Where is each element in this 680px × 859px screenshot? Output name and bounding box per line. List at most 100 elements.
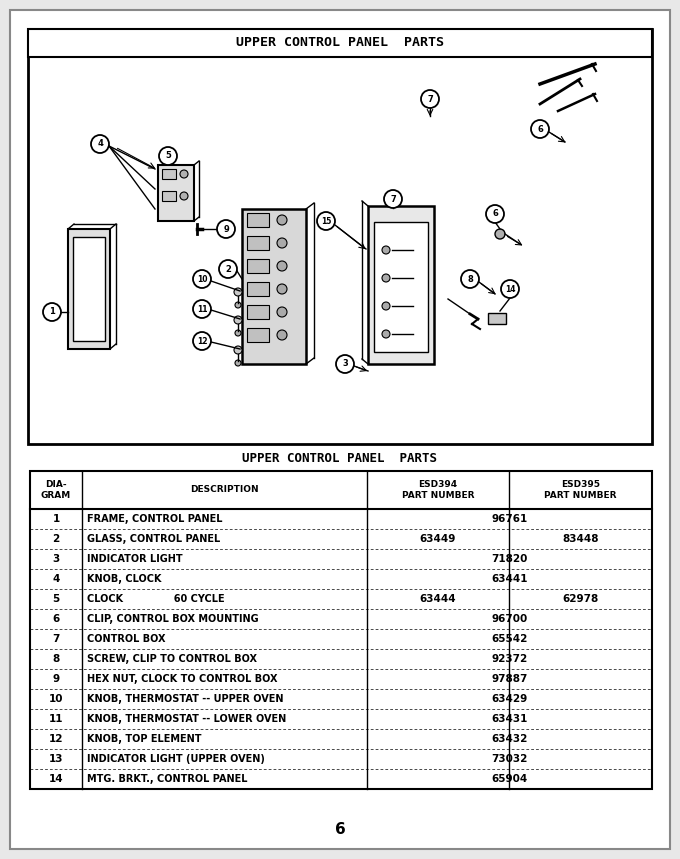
Circle shape (193, 332, 211, 350)
Circle shape (277, 261, 287, 271)
Text: 8: 8 (467, 275, 473, 283)
Text: DIA-
GRAM: DIA- GRAM (41, 480, 71, 500)
Text: 3: 3 (342, 360, 348, 369)
Circle shape (495, 229, 505, 239)
Text: 96700: 96700 (492, 614, 528, 624)
Text: KNOB, CLOCK: KNOB, CLOCK (87, 574, 162, 584)
Text: 65904: 65904 (492, 774, 528, 784)
Text: 63441: 63441 (491, 574, 528, 584)
Circle shape (235, 302, 241, 308)
Bar (162, 191, 176, 201)
Circle shape (277, 284, 287, 294)
Text: 63432: 63432 (492, 734, 528, 744)
Circle shape (277, 330, 287, 340)
Circle shape (91, 135, 109, 153)
Bar (242, 209, 306, 364)
Bar (247, 328, 269, 342)
Text: 3: 3 (52, 554, 60, 564)
Text: 5: 5 (165, 151, 171, 161)
Circle shape (234, 288, 242, 296)
Text: 10: 10 (49, 694, 63, 704)
Circle shape (277, 307, 287, 317)
Circle shape (159, 147, 177, 165)
Text: 14: 14 (505, 284, 515, 294)
Text: KNOB, TOP ELEMENT: KNOB, TOP ELEMENT (87, 734, 201, 744)
Text: 12: 12 (197, 337, 207, 345)
Text: 6: 6 (537, 125, 543, 133)
Circle shape (382, 330, 390, 338)
Circle shape (382, 302, 390, 310)
Text: 63444: 63444 (420, 594, 456, 604)
Text: KNOB, THERMOSTAT -- UPPER OVEN: KNOB, THERMOSTAT -- UPPER OVEN (87, 694, 284, 704)
Circle shape (317, 212, 335, 230)
Text: INDICATOR LIGHT (UPPER OVEN): INDICATOR LIGHT (UPPER OVEN) (87, 754, 265, 764)
Circle shape (531, 120, 549, 138)
Circle shape (382, 246, 390, 254)
Text: 62978: 62978 (562, 594, 598, 604)
Bar (374, 222, 428, 352)
Circle shape (234, 346, 242, 354)
Text: UPPER CONTROL PANEL  PARTS: UPPER CONTROL PANEL PARTS (243, 453, 437, 466)
Circle shape (461, 270, 479, 288)
Text: 6: 6 (52, 614, 60, 624)
Text: 83448: 83448 (562, 534, 599, 544)
Circle shape (336, 355, 354, 373)
Bar (28, 29, 652, 444)
Bar (73, 237, 105, 341)
Text: 4: 4 (97, 139, 103, 149)
Text: ESD394
PART NUMBER: ESD394 PART NUMBER (402, 480, 474, 500)
Text: 7: 7 (390, 194, 396, 204)
Bar (247, 213, 269, 227)
Circle shape (277, 238, 287, 248)
Text: UPPER CONTROL PANEL  PARTS: UPPER CONTROL PANEL PARTS (236, 36, 444, 50)
Text: 6: 6 (335, 821, 345, 837)
Text: FRAME, CONTROL PANEL: FRAME, CONTROL PANEL (87, 514, 222, 524)
Text: 73032: 73032 (492, 754, 528, 764)
Circle shape (180, 192, 188, 200)
Text: 7: 7 (427, 94, 433, 103)
Bar (162, 169, 176, 179)
Circle shape (219, 260, 237, 278)
Text: 1: 1 (52, 514, 60, 524)
Bar (28, 29, 652, 57)
Text: 1: 1 (49, 308, 55, 316)
Circle shape (277, 215, 287, 225)
Bar (158, 165, 194, 221)
Circle shape (180, 170, 188, 178)
Circle shape (382, 274, 390, 282)
Bar (30, 471, 652, 789)
Bar (247, 282, 269, 296)
Text: 65542: 65542 (492, 634, 528, 644)
Text: 11: 11 (197, 304, 207, 314)
Bar (368, 206, 434, 364)
Circle shape (235, 330, 241, 336)
Text: 2: 2 (225, 265, 231, 273)
Bar (247, 259, 269, 273)
Text: KNOB, THERMOSTAT -- LOWER OVEN: KNOB, THERMOSTAT -- LOWER OVEN (87, 714, 286, 724)
Text: 71820: 71820 (492, 554, 528, 564)
Text: 63449: 63449 (420, 534, 456, 544)
Circle shape (43, 303, 61, 321)
Text: CLIP, CONTROL BOX MOUNTING: CLIP, CONTROL BOX MOUNTING (87, 614, 258, 624)
Text: 97887: 97887 (492, 674, 528, 684)
Text: GLASS, CONTROL PANEL: GLASS, CONTROL PANEL (87, 534, 220, 544)
Text: 5: 5 (52, 594, 60, 604)
Text: HEX NUT, CLOCK TO CONTROL BOX: HEX NUT, CLOCK TO CONTROL BOX (87, 674, 277, 684)
Text: 63431: 63431 (492, 714, 528, 724)
Text: 10: 10 (197, 275, 207, 283)
Text: CONTROL BOX: CONTROL BOX (87, 634, 165, 644)
Text: DESCRIPTION: DESCRIPTION (190, 485, 259, 495)
Text: 63429: 63429 (492, 694, 528, 704)
Text: 96761: 96761 (492, 514, 528, 524)
Text: 14: 14 (49, 774, 63, 784)
Text: 11: 11 (49, 714, 63, 724)
Circle shape (234, 316, 242, 324)
Text: 92372: 92372 (492, 654, 528, 664)
Circle shape (421, 90, 439, 108)
Bar (68, 229, 110, 349)
Text: 7: 7 (52, 634, 60, 644)
Text: CLOCK               60 CYCLE: CLOCK 60 CYCLE (87, 594, 224, 604)
Text: 15: 15 (321, 216, 331, 226)
Text: 6: 6 (492, 210, 498, 218)
Text: 12: 12 (49, 734, 63, 744)
